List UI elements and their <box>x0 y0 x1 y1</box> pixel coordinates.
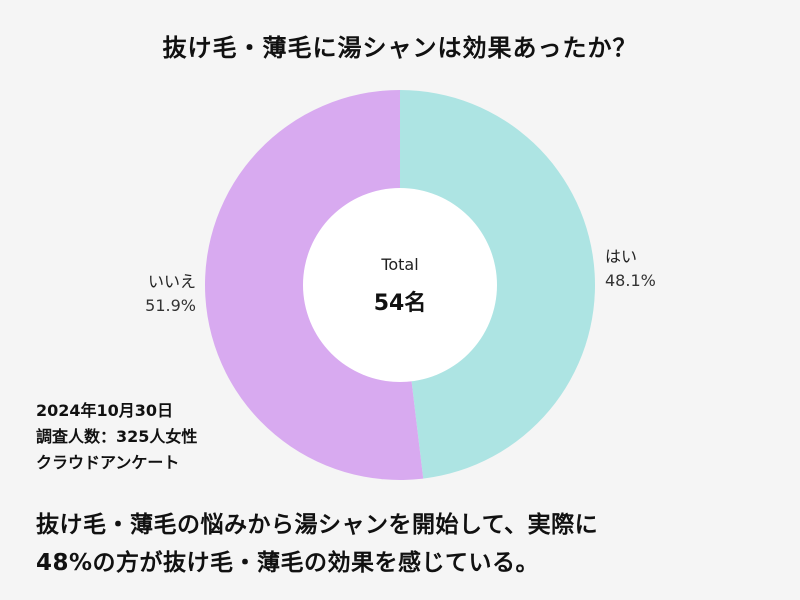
survey-info: 2024年10月30日 調査人数：325人女性 クラウドアンケート <box>36 398 197 476</box>
conclusion-text: 抜け毛・薄毛の悩みから湯シャンを開始して、実際に 48%の方が抜け毛・薄毛の効果… <box>36 506 776 582</box>
slice-percent-label-0: 48.1% <box>605 271 656 290</box>
conclusion-line-1: 抜け毛・薄毛の悩みから湯シャンを開始して、実際に <box>36 512 599 538</box>
pie-slice-0 <box>400 90 596 479</box>
slice-percent-label-1: 51.9% <box>145 296 196 315</box>
conclusion-line-2: 48%の方が抜け毛・薄毛の効果を感じている。 <box>36 550 540 576</box>
center-total-label: Total <box>380 255 418 274</box>
survey-subjects: 調査人数：325人女性 <box>36 427 198 446</box>
donut-hole <box>303 188 497 382</box>
slice-name-label-0: はい <box>605 247 637 266</box>
chart-title: 抜け毛・薄毛に湯シャンは効果あったか？ <box>162 34 638 62</box>
survey-date: 2024年10月30日 <box>36 401 174 420</box>
center-total-value: 54名 <box>374 290 427 316</box>
slice-name-label-1: いいえ <box>148 272 196 291</box>
survey-method: クラウドアンケート <box>36 453 180 472</box>
